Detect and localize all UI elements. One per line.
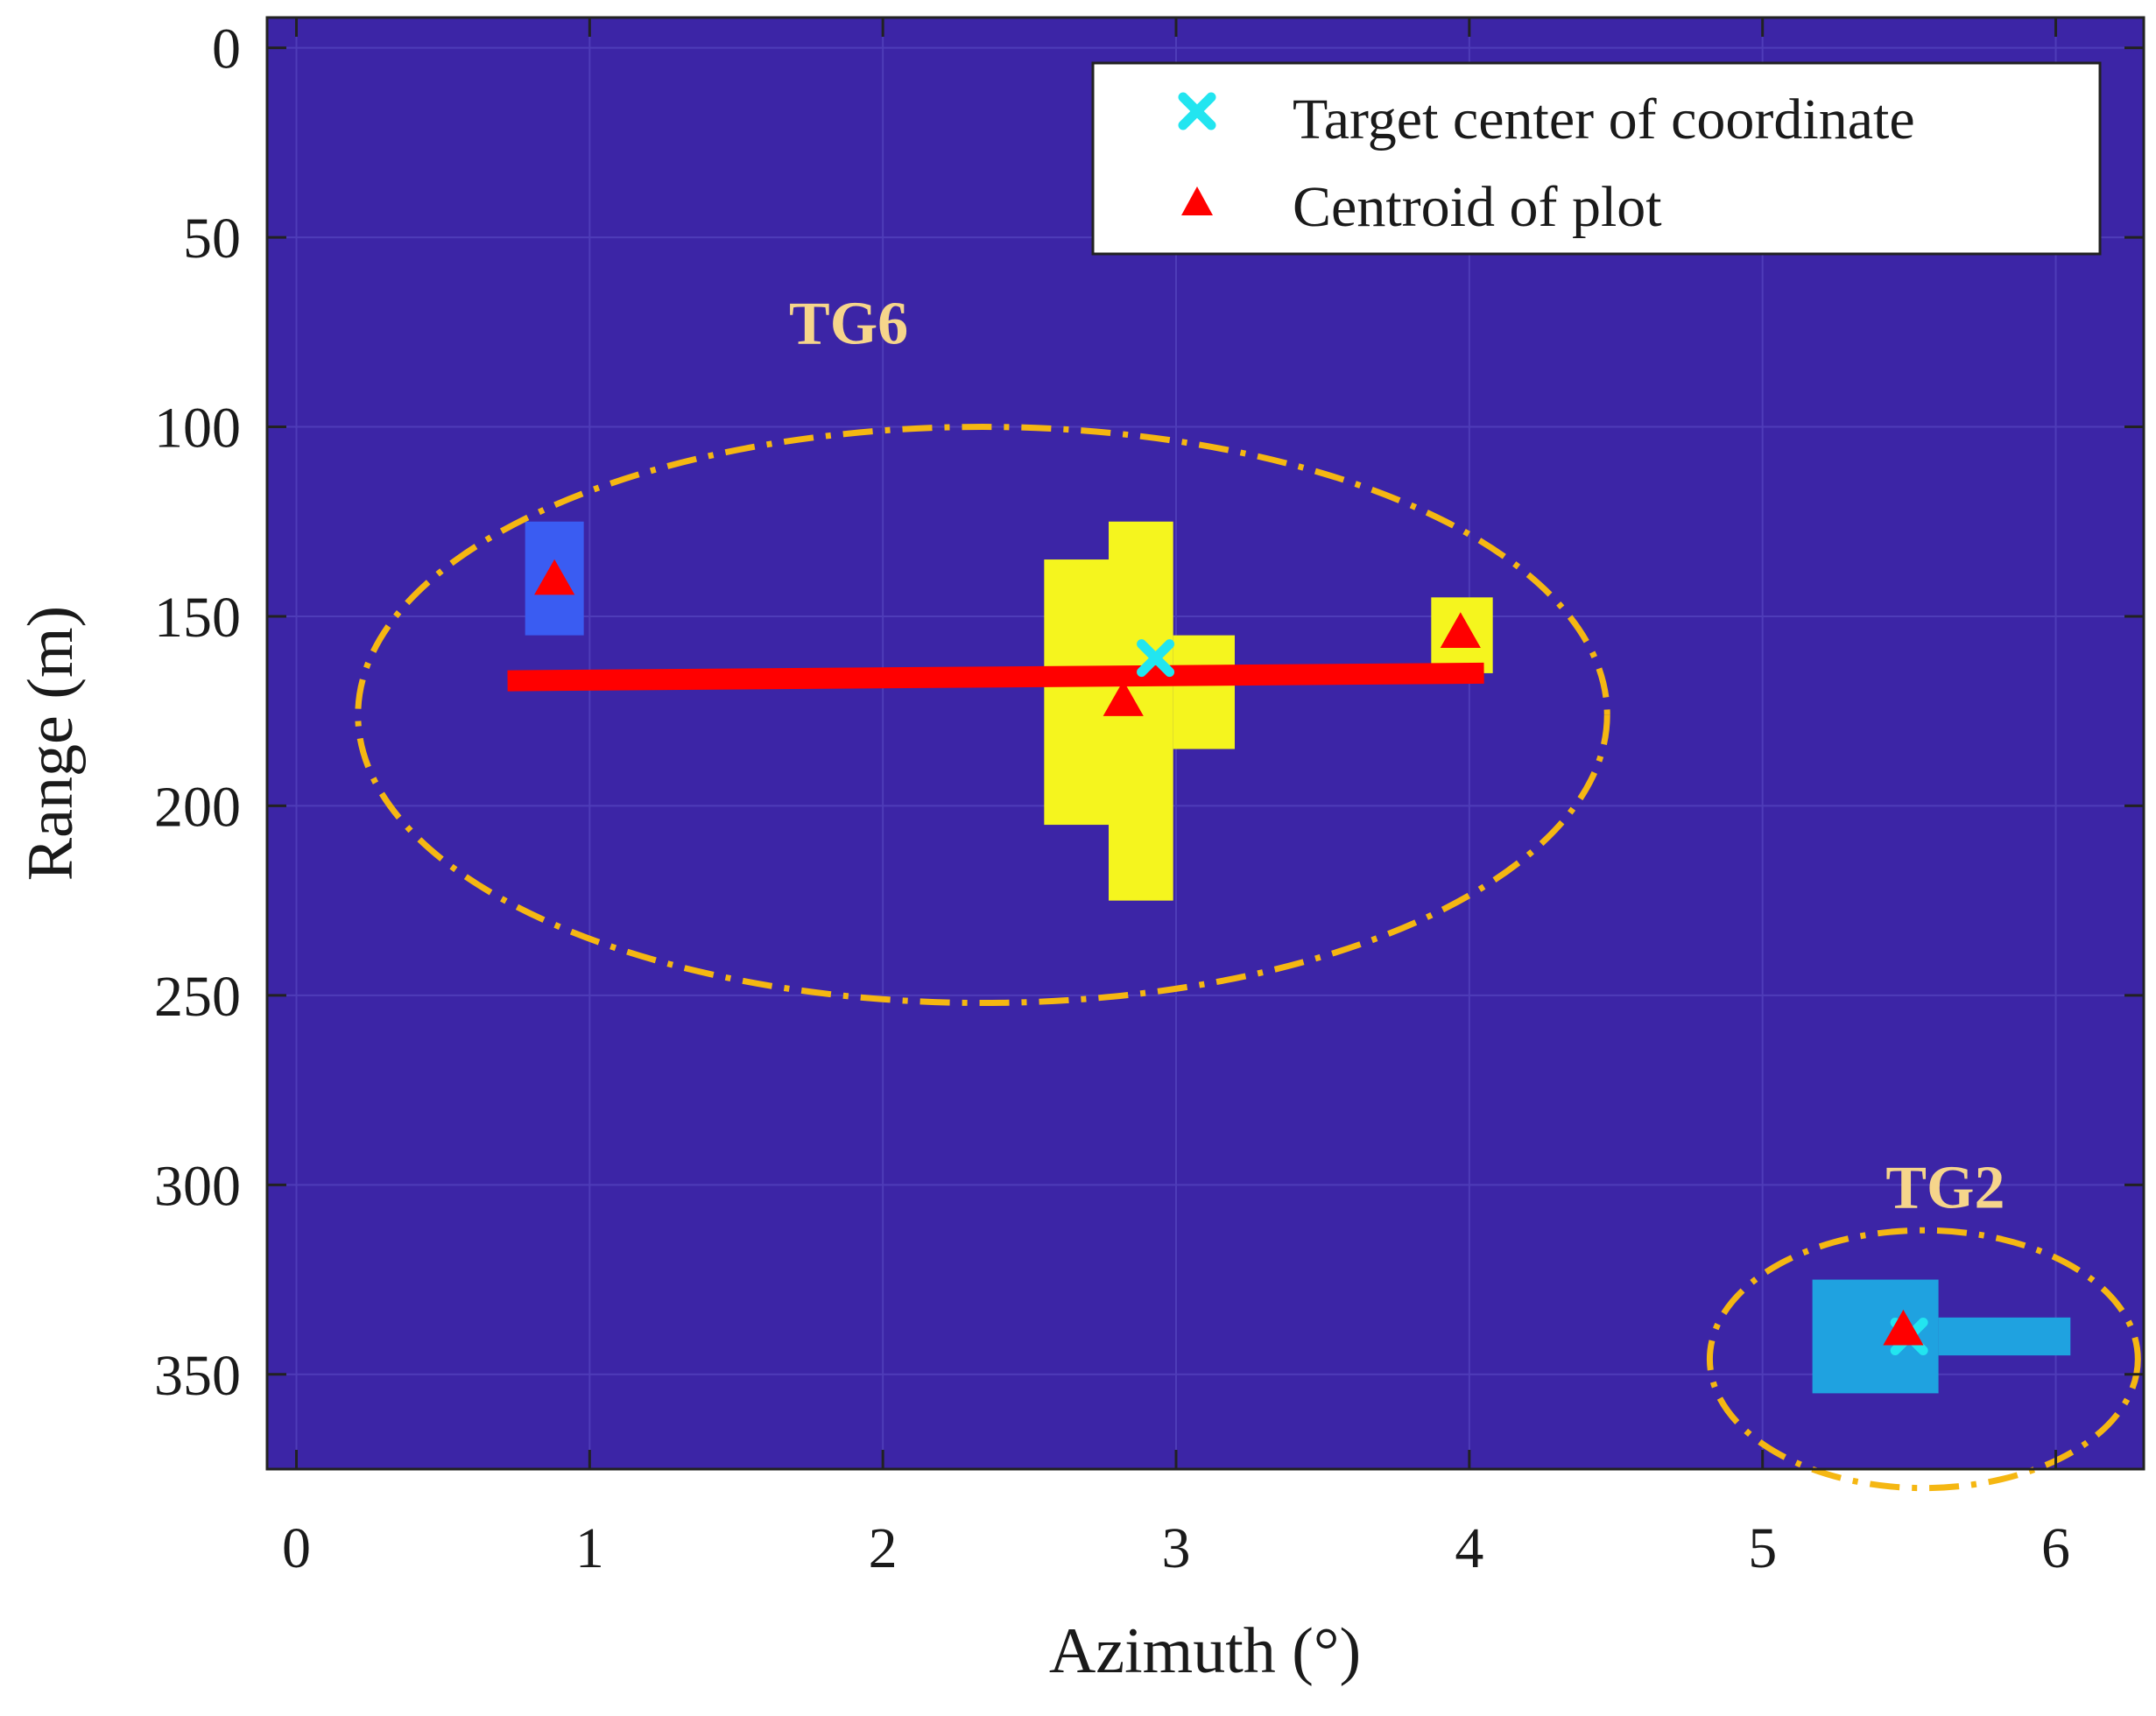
y-tick-label: 350 bbox=[154, 1344, 241, 1408]
y-tick-label: 300 bbox=[154, 1154, 241, 1218]
legend-triangle-icon bbox=[1181, 186, 1213, 215]
x-stroke bbox=[1178, 92, 1216, 130]
x-tick-label: 1 bbox=[575, 1516, 604, 1580]
legend: Target center of coordinate Centroid of … bbox=[1091, 61, 2102, 256]
cell-tg2 bbox=[1938, 1317, 2071, 1356]
legend-label-centroid: Centroid of plot bbox=[1293, 175, 1662, 239]
ellipse-tg6 bbox=[355, 424, 1610, 1007]
centroid-marker bbox=[1883, 1309, 1924, 1346]
y-axis-ticks: 0 50 100 150 200 250 300 350 bbox=[154, 18, 2144, 1408]
fit-line-group bbox=[507, 662, 1484, 692]
x-tick-label: 2 bbox=[869, 1516, 898, 1580]
x-axis-label: Azimuth (°) bbox=[1049, 1615, 1361, 1687]
ellipse-tg2 bbox=[1706, 1227, 2141, 1492]
x-tick-label: 4 bbox=[1455, 1516, 1483, 1580]
centroid-marker bbox=[534, 559, 575, 595]
cell-tg6 bbox=[1044, 559, 1110, 826]
x-tick-label: 6 bbox=[2041, 1516, 2070, 1580]
x-axis-ticks: 0 1 2 3 4 5 6 bbox=[282, 18, 2070, 1580]
legend-box bbox=[1091, 61, 2102, 256]
centroid-marker bbox=[1103, 680, 1144, 716]
annotations: TG6 TG2 bbox=[789, 290, 2005, 1221]
legend-x-strokes bbox=[1178, 92, 1216, 130]
ellipses bbox=[355, 424, 2141, 1492]
cell-tg6 bbox=[1173, 635, 1235, 749]
y-tick-label: 250 bbox=[154, 965, 241, 1029]
y-axis-label: Range (m) bbox=[15, 606, 87, 881]
legend-x-icon bbox=[1178, 92, 1216, 130]
markers bbox=[534, 559, 1928, 1355]
y-tick-label: 50 bbox=[183, 207, 241, 271]
x-tick-label: 0 bbox=[282, 1516, 311, 1580]
y-tick-label: 150 bbox=[154, 586, 241, 650]
x-stroke bbox=[1137, 639, 1175, 678]
x-tick-label: 3 bbox=[1162, 1516, 1191, 1580]
cell-tg2 bbox=[1812, 1279, 1939, 1394]
target-center-marker bbox=[1137, 639, 1175, 678]
grid bbox=[267, 18, 2144, 1469]
annotation-tg6: TG6 bbox=[789, 290, 908, 357]
centroid-marker bbox=[1440, 612, 1481, 648]
y-tick-label: 200 bbox=[154, 775, 241, 839]
fit-line bbox=[507, 662, 1484, 692]
x-tick-label: 5 bbox=[1748, 1516, 1777, 1580]
y-tick-label: 100 bbox=[154, 397, 241, 461]
annotation-tg2: TG2 bbox=[1885, 1154, 2005, 1221]
y-tick-label: 0 bbox=[212, 18, 241, 81]
plot-frame bbox=[265, 16, 2145, 1471]
legend-label-target-center: Target center of coordinate bbox=[1293, 88, 1915, 151]
